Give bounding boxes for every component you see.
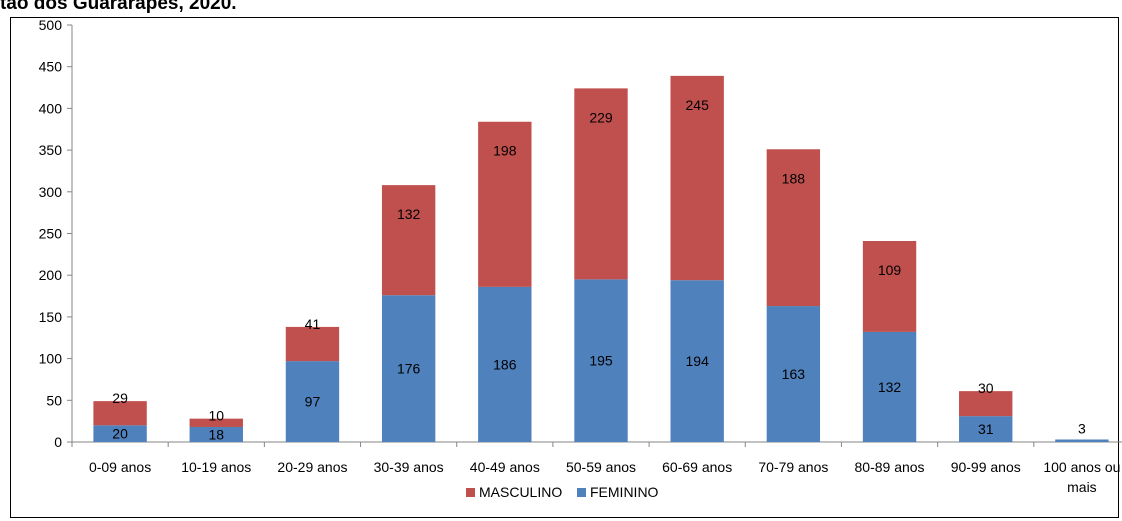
bar-feminino (1055, 439, 1109, 442)
bar-feminino (93, 425, 147, 442)
data-label-feminino: 194 (686, 353, 710, 369)
data-label-masculino: 132 (397, 206, 421, 222)
bar-feminino (766, 306, 821, 442)
data-label-masculino: 198 (493, 143, 517, 159)
bar-feminino (478, 286, 532, 442)
y-tick-label: 300 (39, 184, 63, 200)
bar-masculino (670, 75, 724, 281)
bar-masculino (189, 418, 243, 427)
bar-feminino (574, 279, 628, 442)
data-label-masculino: 10 (208, 408, 224, 424)
category-labels-group: 0-09 anos 10-19 anos 20-29 anos 30-39 anos 4… (71, 442, 1120, 495)
legend-swatch-masculino (466, 488, 475, 497)
bars-group (93, 75, 1109, 442)
x-category-label: 50-59 anos (566, 459, 636, 475)
x-category-label: 90-99 anos (951, 459, 1021, 475)
bar-feminino (670, 280, 724, 442)
bar-feminino (189, 426, 243, 442)
bar-masculino (574, 88, 628, 280)
data-label-feminino: 176 (397, 361, 421, 377)
data-label-feminino: 186 (493, 356, 517, 372)
data-label-feminino: 97 (305, 394, 321, 410)
y-tick-label: 350 (39, 142, 63, 158)
bar-masculino (862, 241, 917, 332)
x-category-label: 70-79 anos (758, 459, 828, 475)
data-label-feminino: 195 (589, 353, 613, 369)
bar-feminino (381, 295, 436, 442)
bar-masculino (766, 149, 821, 307)
x-category-label: 100 anos ou mais (1043, 459, 1120, 495)
legend: MASCULINO FEMININO (466, 484, 659, 500)
legend-label-feminino: FEMININO (590, 484, 659, 500)
bar-masculino (959, 391, 1013, 417)
x-category-label: 30-39 anos (374, 459, 444, 475)
x-category-label: 80-89 anos (855, 459, 925, 475)
y-tick-label: 200 (39, 267, 63, 283)
data-label-feminino: 3 (1078, 420, 1086, 436)
x-category-label: 40-49 anos (470, 459, 540, 475)
y-axis-ticks: 0 50 100 150 200 250 300 350 400 450 500 (39, 17, 72, 450)
data-label-masculino: 29 (112, 390, 128, 406)
y-tick-label: 100 (39, 351, 63, 367)
data-label-masculino: 30 (978, 380, 994, 396)
data-labels-group: 20 29 18 10 97 41 176 132 186 198 195 229 194 245 163 1… (112, 97, 1086, 443)
y-tick-label: 150 (39, 309, 63, 325)
data-label-feminino: 132 (878, 379, 902, 395)
data-label-masculino: 188 (782, 170, 806, 186)
data-label-feminino: 20 (112, 426, 128, 442)
y-tick-label: 500 (39, 17, 63, 33)
data-label-feminino: 18 (208, 426, 224, 442)
x-category-label: 10-19 anos (181, 459, 251, 475)
bar-feminino (959, 416, 1013, 442)
y-tick-label: 250 (39, 226, 63, 242)
bar-masculino (93, 401, 147, 426)
bar-feminino (285, 361, 340, 442)
bar-masculino (381, 185, 436, 296)
chart-title: tão dos Guararapes, 2020. (0, 0, 237, 14)
data-label-masculino: 41 (305, 316, 321, 332)
data-label-masculino: 229 (589, 109, 613, 125)
legend-label-masculino: MASCULINO (479, 484, 562, 500)
bar-masculino (285, 326, 340, 362)
y-tick-label: 450 (39, 59, 63, 75)
y-tick-label: 50 (46, 392, 62, 408)
data-label-feminino: 31 (978, 421, 994, 437)
bar-feminino (862, 331, 917, 442)
data-label-masculino: 245 (686, 97, 710, 113)
bar-masculino (478, 121, 532, 287)
x-category-label: 60-69 anos (662, 459, 732, 475)
x-category-label: 0-09 anos (89, 459, 151, 475)
y-tick-label: 0 (54, 434, 62, 450)
x-category-label: 20-29 anos (277, 459, 347, 475)
legend-swatch-feminino (577, 488, 586, 497)
y-tick-label: 400 (39, 100, 63, 116)
data-label-feminino: 163 (782, 366, 806, 382)
data-label-masculino: 109 (878, 262, 902, 278)
